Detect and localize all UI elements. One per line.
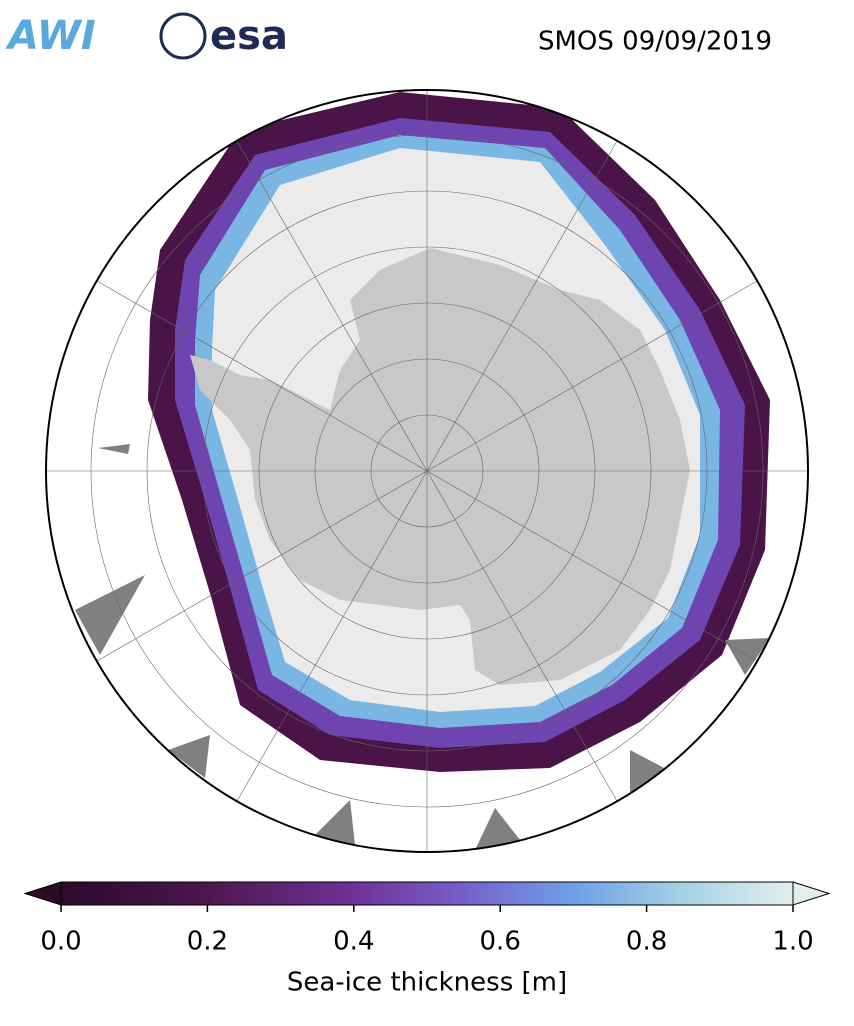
- map: [46, 90, 808, 852]
- land: [75, 444, 770, 850]
- colorbar: [23, 881, 831, 906]
- colorbar-tick-label: 1.0: [772, 927, 813, 957]
- colorbar-tick-label: 0.6: [480, 927, 521, 957]
- awi-logo: AWI: [5, 13, 96, 59]
- graticule: [46, 90, 808, 852]
- colorbar-tick-label: 0.2: [187, 927, 228, 957]
- colorbar-extend-low: [23, 881, 62, 906]
- colorbar-tick-label: 0.8: [626, 927, 667, 957]
- esa-logo: esa: [210, 13, 288, 59]
- colorbar-tick-label: 0.4: [333, 927, 374, 957]
- esa-emblem: [159, 12, 207, 60]
- colorbar-body: [60, 881, 794, 906]
- colorbar-label: Sea-ice thickness [m]: [287, 968, 567, 998]
- map-title: SMOS 09/09/2019: [538, 27, 772, 57]
- colorbar-tick-label: 0.0: [40, 927, 81, 957]
- colorbar-extend-high: [792, 881, 831, 906]
- antarctica: [190, 248, 690, 685]
- map-frame: [45, 89, 809, 853]
